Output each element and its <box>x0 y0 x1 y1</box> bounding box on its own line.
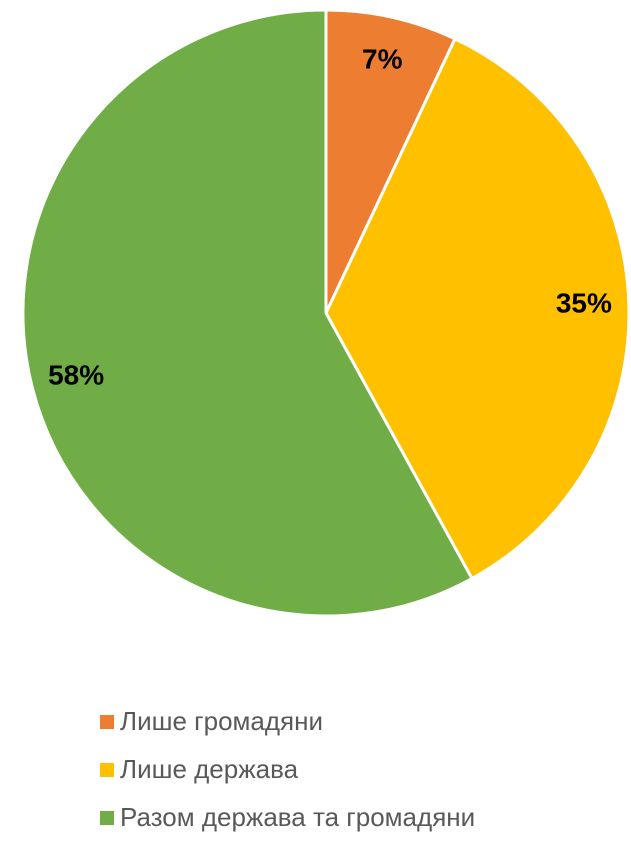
value-label: 58% <box>48 360 104 391</box>
value-label: 35% <box>556 287 612 318</box>
pie-slice <box>324 36 631 581</box>
pie-slice <box>324 8 458 314</box>
legend-swatch <box>100 763 114 777</box>
legend-label: Лише держава <box>120 754 299 784</box>
value-label: 7% <box>362 44 403 75</box>
pie-slice <box>21 8 475 618</box>
legend-swatch <box>100 811 114 825</box>
legend-swatch <box>100 715 114 729</box>
legend-label: Лише громадяни <box>120 706 323 736</box>
legend-label: Разом держава та громадяни <box>120 802 475 832</box>
